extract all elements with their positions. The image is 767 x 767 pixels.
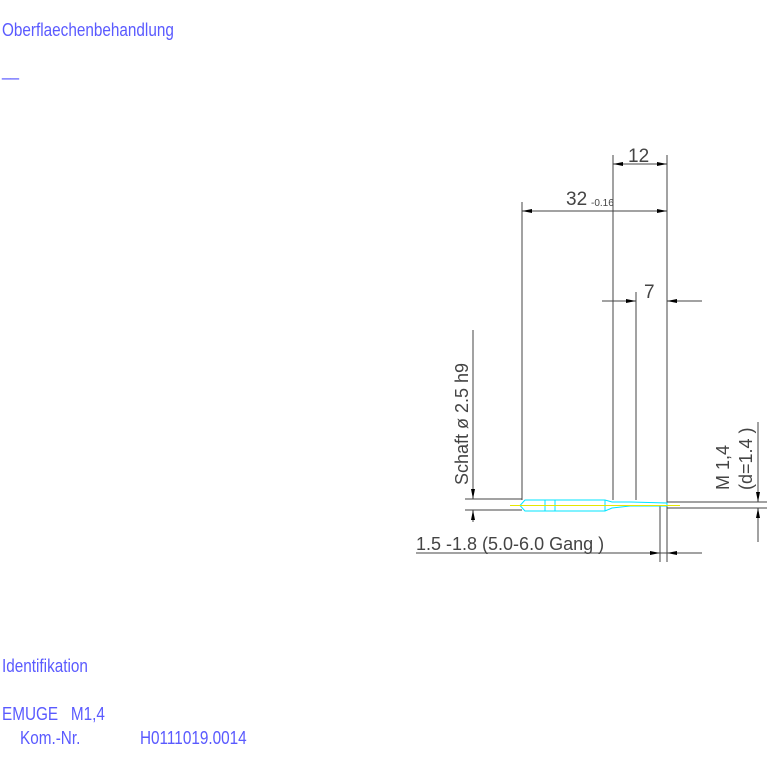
kom-label: Kom.-Nr. xyxy=(20,728,81,748)
dim-text-shank: Schaft ø 2.5 h9 xyxy=(452,363,472,485)
surface-treatment-value: __ xyxy=(2,60,20,80)
dim-text-7: 7 xyxy=(644,282,655,303)
dim-text-thread: M 1,4 xyxy=(713,445,733,490)
dim-text-32: 32 xyxy=(566,189,587,210)
dim-text-thread-diameter: (d=1.4 ) xyxy=(736,427,756,490)
kom-value: H0111019.0014 xyxy=(140,728,247,748)
identification-label: Identifikation xyxy=(2,656,88,676)
dim-text-tolerance: -0.16 xyxy=(591,198,614,209)
dim-text-12: 12 xyxy=(628,146,649,167)
dim-text-chamfer: 1.5 -1.8 (5.0-6.0 Gang ) xyxy=(416,534,604,554)
surface-treatment-label: Oberflaechenbehandlung xyxy=(2,20,174,40)
manufacturer-line: EMUGE M1,4 xyxy=(2,704,105,724)
